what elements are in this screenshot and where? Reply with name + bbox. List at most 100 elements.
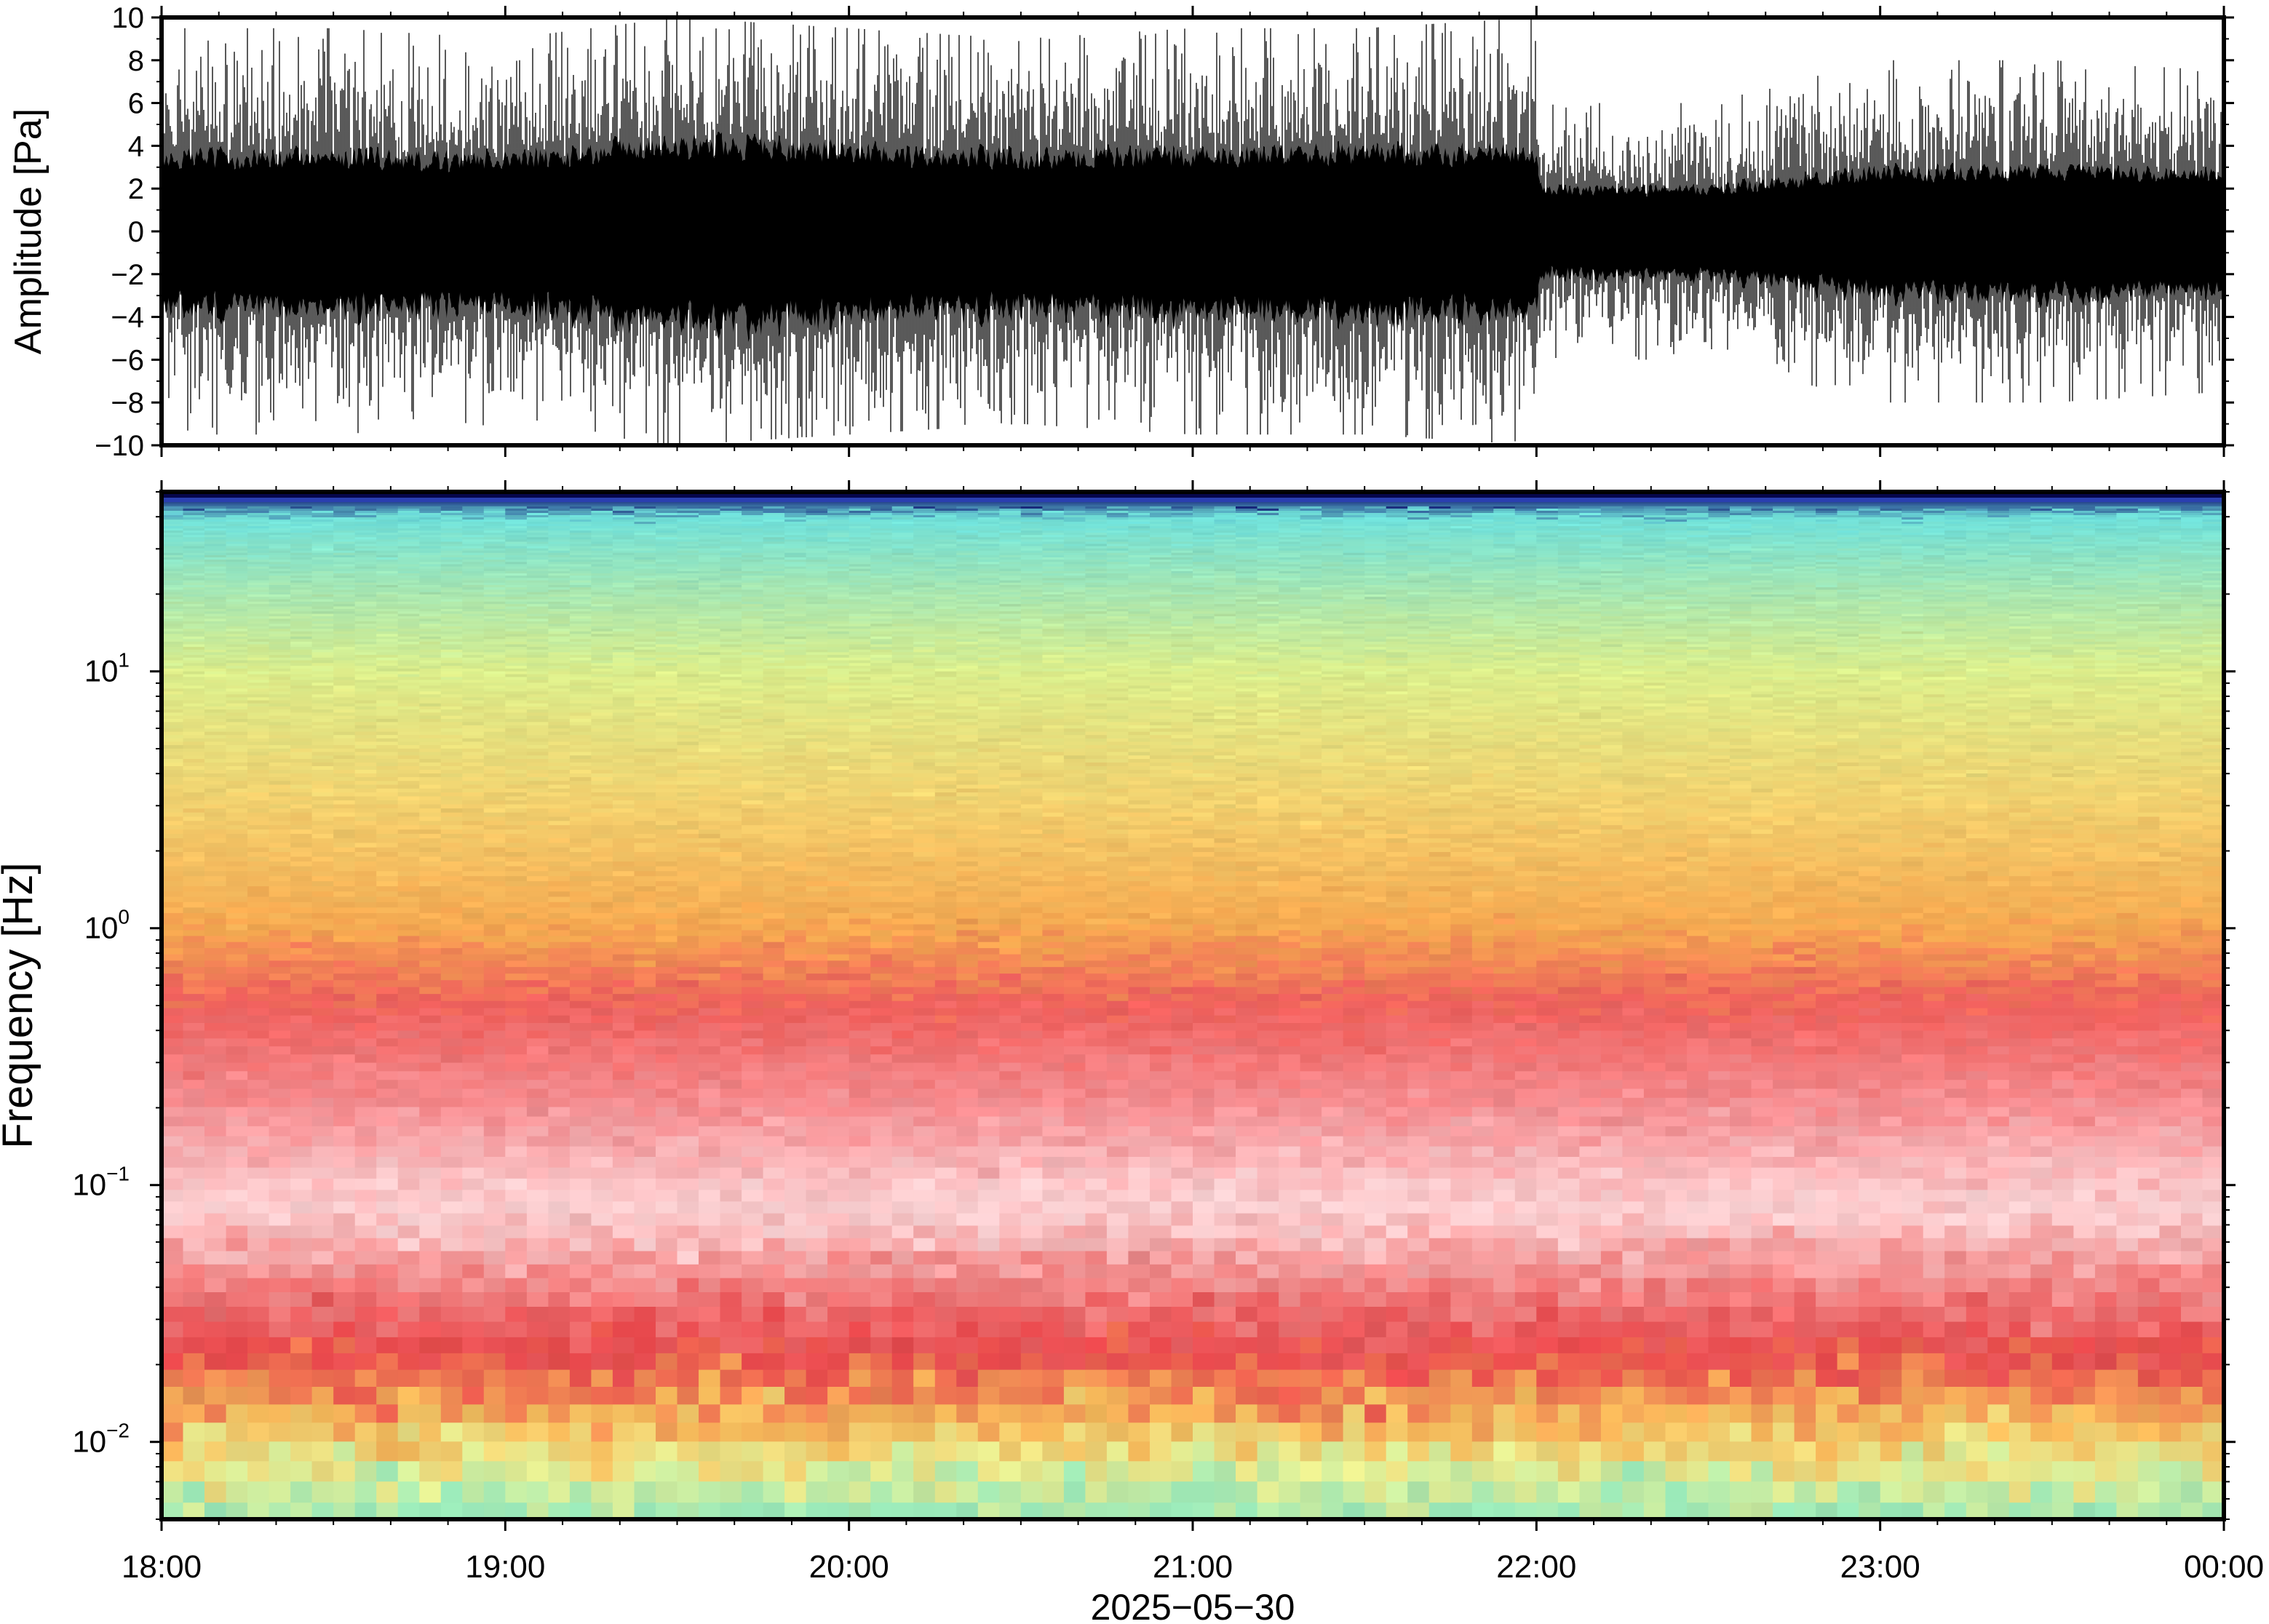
spectrogram-cell [354,560,377,562]
spectrogram-cell [440,800,463,805]
spectrogram-cell [333,578,356,581]
y-tick-label: 6 [128,88,144,120]
spectrogram-cell [483,912,506,920]
spectrogram-cell [290,994,313,1002]
spectrogram-cell [247,526,270,529]
spectrogram-cell [677,838,699,843]
spectrogram-cell [290,546,313,549]
spectrogram-cell [397,587,420,590]
spectrogram-cell [290,918,313,925]
spectrogram-cell [656,948,678,955]
spectrogram-cell [290,722,313,726]
spectrogram-cell [483,520,506,522]
spectrogram-cell [569,682,592,686]
spectrogram-cell [333,548,356,552]
spectrogram-cell [354,722,377,726]
spectrogram-cell [612,1441,635,1462]
spectrogram-cell [591,606,613,610]
spectrogram-cell [247,578,270,581]
spectrogram-cell [354,652,377,656]
spectrogram-cell [290,725,313,729]
spectrogram-cell [419,709,442,713]
spectrogram-cell [656,942,678,949]
spectrogram-cell [311,856,334,862]
spectrogram-cell [699,608,721,612]
spectrogram-cell [269,1062,291,1072]
spectrogram-cell [483,838,506,843]
spectrogram-cell [591,568,613,572]
spectrogram-cell [397,613,420,617]
spectrogram-cell [612,804,635,809]
spectrogram-cell [269,601,291,605]
spectrogram-cell [333,829,356,835]
spectrogram-cell [677,735,699,739]
spectrogram-cell [656,792,678,797]
spectrogram-cell [183,792,205,797]
spectrogram-cell [526,821,549,826]
spectrogram-cell [483,784,506,789]
spectrogram-cell [311,881,334,887]
spectrogram-cell [397,1126,420,1137]
spectrogram-cell [677,948,699,955]
spectrogram-cell [311,974,334,981]
spectrogram-cell [505,626,528,629]
spectrogram-cell [591,688,613,692]
spectrogram-cell [269,688,291,692]
spectrogram-cell [548,1353,571,1371]
spectrogram-cell [548,634,571,637]
spectrogram-cell [483,513,506,516]
spectrogram-cell [440,891,463,897]
spectrogram-cell [591,526,613,529]
spectrogram-cell [269,821,291,826]
spectrogram-cell [634,1404,656,1423]
spectrogram-cell [311,513,334,516]
spectrogram-cell [591,907,613,914]
spectrogram-cell [354,838,377,843]
spectrogram-cell [290,800,313,805]
spectrogram-cell [247,852,270,857]
spectrogram-cell [397,936,420,943]
spectrogram-cell [591,641,613,645]
spectrogram-cell [634,634,656,637]
spectrogram-cell [354,668,377,672]
spectrogram-cell [612,800,635,805]
spectrogram-cell [569,560,592,562]
spectrogram-cell [333,1107,356,1118]
spectrogram-cell [397,918,420,925]
spectrogram-cell [269,636,291,640]
spectrogram-cell [591,522,613,525]
spectrogram-cell [591,576,613,578]
spectrogram-cell [419,1116,442,1127]
spectrogram-cell [440,861,463,867]
spectrogram-cell [526,573,549,576]
spectrogram-cell [204,1441,227,1462]
spectrogram-cell [376,722,399,726]
spectrogram-cell [634,697,656,701]
spectrogram-cell [656,634,678,637]
spectrogram-cell [483,570,506,574]
spectrogram-cell [483,856,506,862]
spectrogram-cell [290,856,313,862]
spectrogram-cell [483,974,506,981]
spectrogram-cell [247,912,270,920]
spectrogram-cell [269,511,291,514]
spectrogram-cell [548,1054,571,1064]
spectrogram-cell [656,636,678,640]
spectrogram-cell [526,881,549,887]
spectrogram-cell [162,1038,184,1047]
spectrogram-cell [269,657,291,661]
spectrogram-cell [634,599,656,602]
spectrogram-cell [505,796,528,801]
spectrogram-cell [440,513,463,516]
spectrogram-cell [226,548,248,552]
spectrogram-cell [397,636,420,640]
spectrogram-cell [634,606,656,610]
spectrogram-cell [183,706,205,710]
spectrogram-cell [204,522,227,525]
spectrogram-cell [505,652,528,656]
spectrogram-cell [505,712,528,717]
spectrogram-cell [699,585,721,588]
spectrogram-cell [612,517,635,520]
spectrogram-cell [677,506,699,509]
spectrogram-cell [397,564,420,568]
